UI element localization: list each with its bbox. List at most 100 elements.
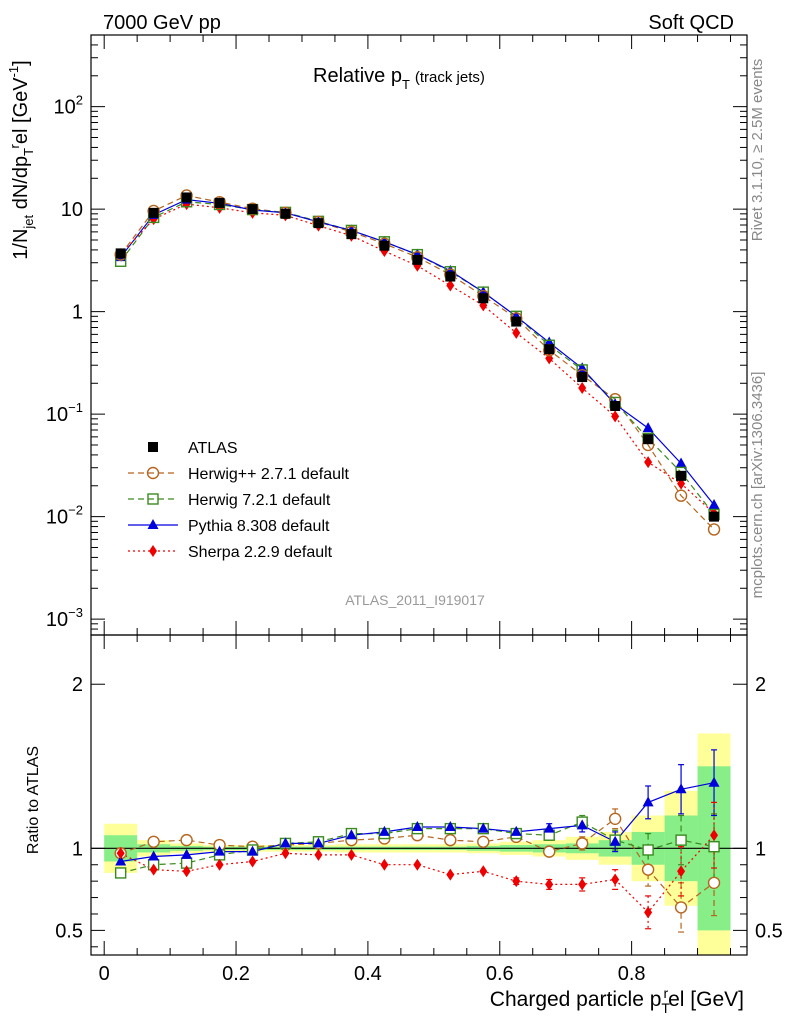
legend-marker-atlas	[148, 442, 158, 452]
ratio-point-herwigpp	[641, 863, 655, 876]
header-left: 7000 GeV pp	[103, 12, 221, 34]
ratio-xtick-label: 0	[99, 963, 110, 985]
main-title-suffix: (track jets)	[415, 69, 485, 86]
ratio-point-pythia	[708, 776, 720, 787]
main-point-atlas	[115, 248, 126, 259]
main-point-pythia	[708, 498, 720, 509]
ratio-point-pythia	[609, 835, 621, 846]
ratio-point-pythia	[214, 845, 226, 856]
ratio-point-sherpa	[611, 873, 620, 886]
ratio-point-sherpa	[413, 858, 422, 871]
main-point-pythia	[675, 457, 687, 468]
ratio-point-bg-herwig7	[676, 835, 687, 846]
ratio-point-sherpa	[347, 848, 356, 861]
ratio-bands	[104, 733, 731, 955]
legend-marker-herwig7	[147, 493, 159, 505]
ratio-point-herwigpp	[147, 835, 160, 848]
main-ytick-label: 1	[72, 302, 83, 324]
ratio-point-pythia	[345, 829, 357, 840]
ratio-point-herwigpp	[477, 835, 490, 848]
ratio-point-bg-herwig7	[544, 830, 555, 841]
main-point-atlas	[313, 218, 324, 229]
ratio-point-bg-herwigpp	[543, 846, 555, 858]
main-ytick-exp: 2	[76, 93, 83, 108]
ratio-point-bg-herwig7	[115, 867, 126, 878]
ratio-frame	[90, 634, 748, 956]
ratio-point-sherpa	[314, 848, 323, 861]
ratio-ytick-label-left: 0.5	[55, 920, 83, 942]
main-point-atlas	[709, 511, 720, 522]
legend-label-pythia: Pythia 8.308 default	[188, 518, 330, 535]
main-point-atlas	[445, 271, 456, 282]
main-point-pythia	[543, 336, 555, 347]
ratio-point-herwigpp	[608, 812, 622, 825]
main-ytick-label: 10	[61, 199, 83, 221]
ratio-point-herwig7	[708, 840, 720, 853]
ratio-xtick-label: 0.8	[618, 963, 646, 985]
main-point-atlas	[544, 344, 555, 355]
ratio-ytick-label-right: 0.5	[755, 920, 783, 942]
ratio-point-pythia	[115, 855, 127, 866]
ratio-point-pythia	[181, 848, 193, 859]
main-point-sherpa	[578, 381, 587, 394]
ratio-point-sherpa	[116, 847, 125, 860]
ratio-point-bg-herwig7	[643, 844, 654, 855]
main-ytick-exp: −3	[68, 605, 83, 620]
main-ytick-label: 102	[54, 93, 83, 119]
main-point-atlas	[181, 192, 192, 203]
main-point-atlas	[511, 316, 522, 327]
ratio-point-pythia	[247, 845, 259, 856]
rivet-label: Rivet 3.1.10, ≥ 2.5M events	[749, 59, 766, 242]
ratio-point-herwig7	[114, 867, 127, 879]
ratio-point-herwig7	[642, 844, 654, 856]
main-ytick-exp: −1	[68, 400, 83, 415]
ratio-point-sherpa	[512, 875, 521, 888]
ratio-point-pythia	[477, 822, 489, 833]
main-title: Relative pT (track jets)	[313, 65, 485, 92]
ratio-point-sherpa	[380, 858, 389, 871]
main-point-atlas	[610, 401, 621, 412]
analysis-id: ATLAS_2011_I919017	[345, 592, 485, 608]
ratio-point-bg-herwig7	[181, 858, 192, 869]
ratio-ytick-label-left: 2	[72, 674, 83, 696]
ratio-point-sherpa	[281, 847, 290, 860]
legend-marker-sherpa	[149, 545, 157, 557]
main-point-herwigpp	[707, 523, 721, 536]
ratio-point-bg-herwigpp	[214, 839, 226, 851]
ratio-point-bg-herwigpp	[576, 837, 588, 849]
main-title-sub: T	[402, 77, 410, 92]
main-point-atlas	[676, 470, 687, 481]
ratio-xtick-label: 0.2	[222, 963, 250, 985]
main-point-atlas	[478, 293, 489, 304]
main-point-atlas	[379, 240, 390, 251]
ratio-point-sherpa	[644, 906, 653, 919]
ratio-point-sherpa	[149, 863, 158, 876]
ratio-point-herwig7	[675, 834, 687, 846]
mcplots-label: mcplots.cern.ch [arXiv:1306.3436]	[749, 372, 766, 599]
main-title-text: Relative p	[313, 65, 402, 87]
ratio-point-sherpa	[710, 829, 719, 842]
ratio-point-pythia	[510, 825, 522, 836]
legend-label-sherpa: Sherpa 2.2.9 default	[188, 544, 333, 561]
ratio-point-herwigpp	[180, 833, 193, 847]
ratio-point-sherpa	[479, 865, 488, 878]
ratio-point-herwigpp	[543, 845, 556, 858]
ratio-point-sherpa	[215, 858, 224, 871]
ratio-point-pythia	[444, 821, 456, 831]
main-point-atlas	[346, 229, 357, 240]
main-point-atlas	[214, 197, 225, 208]
ratio-ticks: 0.5 0.5 1 1 2 2 0 0.2 0.4 0.6 0.8	[55, 635, 783, 985]
legend-marker-pythia	[147, 519, 159, 529]
ratio-point-bg-herwigpp	[477, 836, 489, 848]
legend-marker-herwigpp	[146, 466, 160, 480]
main-point-sherpa	[512, 326, 521, 339]
ratio-point-pythia	[279, 837, 291, 848]
main-point-atlas	[280, 208, 291, 219]
ratio-xlabel: Charged particle pTrel [GeV]	[490, 985, 744, 1016]
main-ytick-exp: −2	[68, 503, 83, 518]
legend: ATLAS Herwig++ 2.7.1 default Herwig 7.2.1 …	[128, 440, 350, 561]
main-series-group	[114, 189, 721, 536]
main-point-pythia	[642, 422, 654, 433]
main-point-sherpa	[644, 456, 653, 469]
